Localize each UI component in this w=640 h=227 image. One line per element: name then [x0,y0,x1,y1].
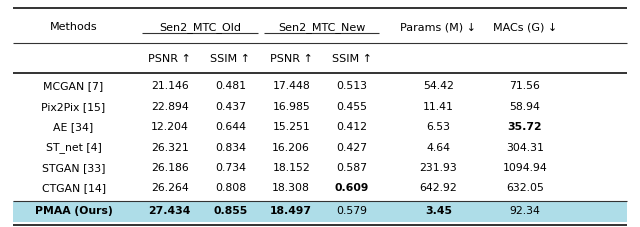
Text: 0.609: 0.609 [335,183,369,193]
Text: MCGAN [7]: MCGAN [7] [44,81,104,91]
Text: 11.41: 11.41 [423,102,454,112]
Text: 35.72: 35.72 [508,122,542,132]
Text: Methods: Methods [50,22,97,32]
Text: 26.186: 26.186 [151,163,188,173]
Text: 16.206: 16.206 [272,143,310,153]
Text: 17.448: 17.448 [273,81,310,91]
Text: 0.455: 0.455 [337,102,367,112]
Text: 71.56: 71.56 [509,81,540,91]
Text: 0.644: 0.644 [215,122,246,132]
FancyBboxPatch shape [13,201,627,222]
Text: 4.64: 4.64 [426,143,451,153]
Text: 27.434: 27.434 [148,206,191,216]
Text: 18.497: 18.497 [270,206,312,216]
Text: 632.05: 632.05 [506,183,544,193]
Text: 0.734: 0.734 [215,163,246,173]
Text: Pix2Pix [15]: Pix2Pix [15] [42,102,106,112]
Text: 26.321: 26.321 [151,143,188,153]
Text: Sen2_MTC_Old: Sen2_MTC_Old [159,22,241,33]
Text: 16.985: 16.985 [273,102,310,112]
Text: SSIM ↑: SSIM ↑ [332,54,372,64]
Text: 6.53: 6.53 [426,122,451,132]
Text: PSNR ↑: PSNR ↑ [270,54,312,64]
Text: 21.146: 21.146 [151,81,188,91]
Text: 0.855: 0.855 [213,206,248,216]
Text: Params (M) ↓: Params (M) ↓ [401,22,476,32]
Text: 0.834: 0.834 [215,143,246,153]
Text: 0.427: 0.427 [337,143,367,153]
Text: PSNR ↑: PSNR ↑ [148,54,191,64]
Text: 15.251: 15.251 [273,122,310,132]
Text: 0.481: 0.481 [215,81,246,91]
Text: MACs (G) ↓: MACs (G) ↓ [493,22,557,32]
Text: 0.513: 0.513 [337,81,367,91]
Text: 0.437: 0.437 [215,102,246,112]
Text: 231.93: 231.93 [420,163,457,173]
Text: 92.34: 92.34 [509,206,540,216]
Text: 3.45: 3.45 [425,206,452,216]
Text: 642.92: 642.92 [420,183,457,193]
Text: Sen2_MTC_New: Sen2_MTC_New [278,22,365,33]
Text: 12.204: 12.204 [150,122,189,132]
Text: 18.308: 18.308 [272,183,310,193]
Text: 18.152: 18.152 [273,163,310,173]
Text: PMAA (Ours): PMAA (Ours) [35,206,113,216]
Text: 0.412: 0.412 [337,122,367,132]
Text: AE [34]: AE [34] [54,122,93,132]
Text: 22.894: 22.894 [151,102,188,112]
Text: 26.264: 26.264 [151,183,188,193]
Text: 0.808: 0.808 [215,183,246,193]
Text: SSIM ↑: SSIM ↑ [211,54,250,64]
Text: 54.42: 54.42 [423,81,454,91]
Text: 0.579: 0.579 [337,206,367,216]
Text: 0.587: 0.587 [337,163,367,173]
Text: CTGAN [14]: CTGAN [14] [42,183,106,193]
Text: ST_net [4]: ST_net [4] [45,142,102,153]
Text: 58.94: 58.94 [509,102,540,112]
Text: 1094.94: 1094.94 [502,163,547,173]
Text: STGAN [33]: STGAN [33] [42,163,106,173]
Text: 304.31: 304.31 [506,143,544,153]
